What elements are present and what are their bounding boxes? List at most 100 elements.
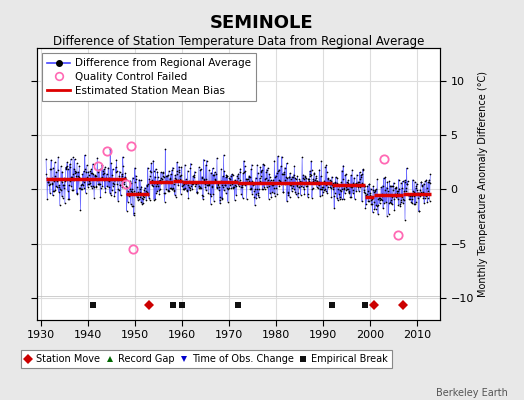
Point (261, 175, 269, 182)
Point (132, 172, 140, 179)
Point (405, 196, 413, 202)
Point (270, 174, 279, 181)
Point (66, 178, 74, 184)
Point (363, 190, 371, 197)
Point (243, 196, 251, 202)
Point (175, 167, 183, 174)
Point (324, 184, 332, 190)
Point (70, 156, 79, 162)
Point (134, 196, 142, 203)
Point (140, 187, 148, 194)
Point (146, 168, 155, 174)
Point (80, 168, 88, 174)
Point (328, 194, 336, 200)
Point (79, 182, 87, 188)
Point (288, 173, 296, 180)
Point (303, 194, 312, 200)
Point (313, 178, 321, 184)
Point (417, 179, 425, 186)
Point (362, 201, 370, 207)
Point (321, 185, 329, 192)
Point (108, 182, 117, 189)
Point (274, 153, 282, 159)
Point (298, 179, 306, 185)
Point (209, 172, 217, 178)
Point (101, 164, 110, 170)
Point (312, 184, 321, 190)
Point (293, 183, 301, 189)
Point (381, 174, 390, 181)
Point (409, 176, 417, 183)
Point (360, 187, 368, 194)
Point (271, 193, 279, 200)
Point (377, 190, 386, 197)
Point (244, 176, 253, 182)
Point (299, 172, 308, 178)
Point (331, 179, 339, 186)
Point (247, 161, 256, 168)
Point (111, 177, 119, 183)
Point (228, 172, 237, 178)
Point (415, 208, 423, 214)
Point (49, 192, 57, 198)
Point (410, 201, 419, 208)
Point (101, 185, 109, 191)
Point (296, 178, 304, 184)
Point (265, 171, 274, 178)
Point (361, 182, 369, 189)
Point (339, 162, 347, 169)
Point (44, 176, 52, 183)
Point (340, 196, 348, 203)
Point (218, 194, 226, 201)
Point (321, 188, 330, 194)
Point (200, 176, 208, 183)
Point (303, 183, 311, 189)
Point (169, 181, 178, 187)
Point (422, 177, 431, 183)
Point (424, 179, 433, 186)
Point (173, 176, 182, 183)
Point (119, 181, 128, 188)
Point (400, 177, 409, 184)
Point (352, 188, 361, 194)
Point (332, 182, 341, 188)
Point (270, 190, 278, 196)
Point (42, 156, 50, 162)
Point (395, 176, 403, 183)
Point (242, 180, 250, 186)
Point (190, 172, 199, 179)
Point (99, 171, 107, 177)
Point (64, 166, 72, 172)
Point (104, 184, 113, 190)
Point (198, 175, 206, 182)
Point (119, 176, 128, 183)
Point (333, 195, 341, 201)
Point (278, 170, 287, 177)
Point (218, 182, 226, 188)
Point (384, 190, 392, 197)
Point (408, 192, 416, 199)
Point (246, 186, 255, 193)
Point (344, 180, 352, 186)
Point (129, 174, 137, 181)
Point (69, 170, 77, 177)
Point (403, 178, 412, 184)
Point (136, 194, 145, 201)
Point (346, 183, 354, 190)
Point (238, 184, 246, 190)
Point (82, 169, 91, 176)
Point (83, 181, 92, 188)
Point (211, 176, 220, 182)
Point (246, 174, 254, 180)
Point (167, 184, 176, 191)
Point (131, 178, 139, 185)
Point (201, 184, 210, 190)
Point (376, 195, 384, 201)
Point (143, 182, 151, 188)
Point (108, 166, 117, 172)
Point (115, 186, 123, 193)
Point (269, 182, 277, 188)
Point (202, 176, 211, 182)
Point (104, 177, 112, 183)
Point (65, 196, 73, 202)
